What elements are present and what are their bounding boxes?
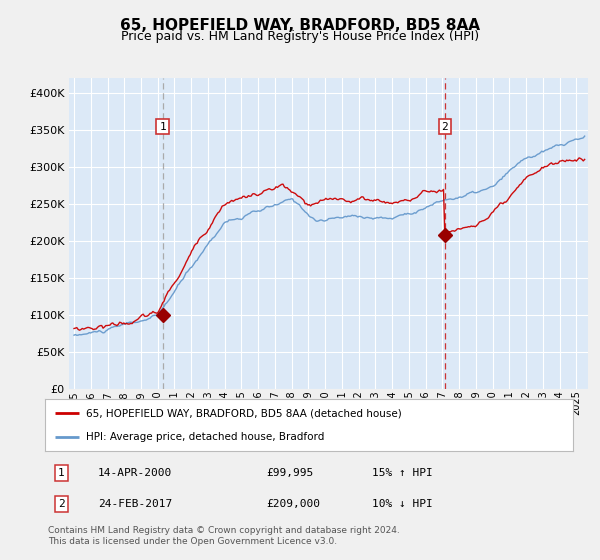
Text: 24-FEB-2017: 24-FEB-2017 xyxy=(98,500,172,509)
Text: £209,000: £209,000 xyxy=(267,500,321,509)
Text: 15% ↑ HPI: 15% ↑ HPI xyxy=(373,468,433,478)
Text: 10% ↓ HPI: 10% ↓ HPI xyxy=(373,500,433,509)
Text: 1: 1 xyxy=(58,468,65,478)
Text: 1: 1 xyxy=(159,122,166,132)
Text: 65, HOPEFIELD WAY, BRADFORD, BD5 8AA: 65, HOPEFIELD WAY, BRADFORD, BD5 8AA xyxy=(120,18,480,33)
Text: £99,995: £99,995 xyxy=(267,468,314,478)
Text: HPI: Average price, detached house, Bradford: HPI: Average price, detached house, Brad… xyxy=(86,432,325,442)
Text: 65, HOPEFIELD WAY, BRADFORD, BD5 8AA (detached house): 65, HOPEFIELD WAY, BRADFORD, BD5 8AA (de… xyxy=(86,408,402,418)
Text: 14-APR-2000: 14-APR-2000 xyxy=(98,468,172,478)
Text: Price paid vs. HM Land Registry's House Price Index (HPI): Price paid vs. HM Land Registry's House … xyxy=(121,30,479,43)
Text: 2: 2 xyxy=(442,122,448,132)
Text: Contains HM Land Registry data © Crown copyright and database right 2024.
This d: Contains HM Land Registry data © Crown c… xyxy=(48,526,400,546)
Text: 2: 2 xyxy=(58,500,65,509)
